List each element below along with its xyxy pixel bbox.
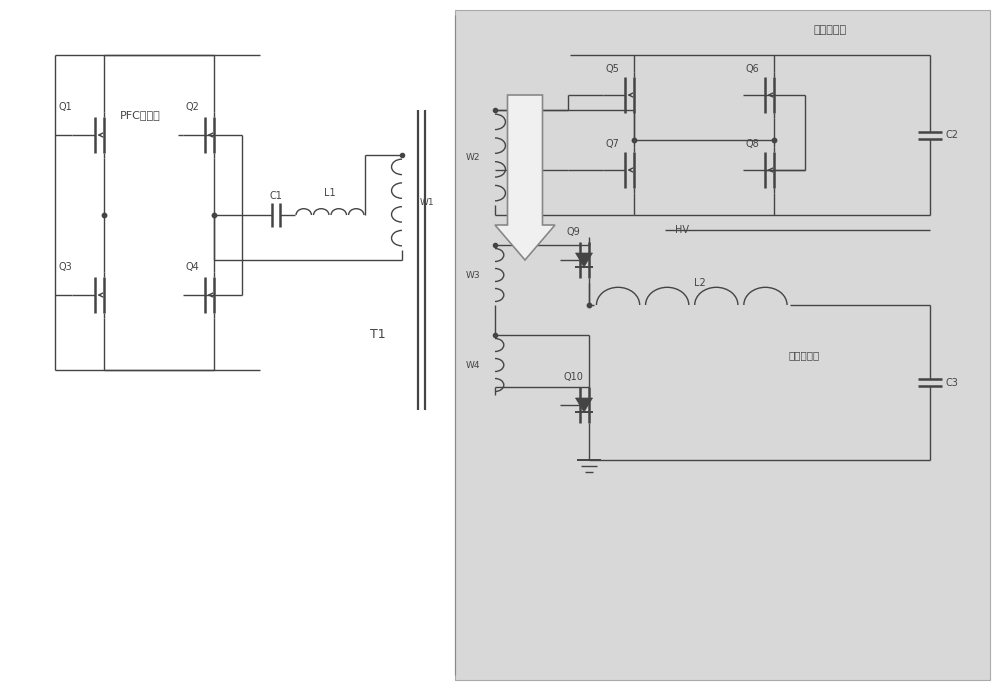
Text: Q10: Q10	[563, 372, 583, 382]
Text: W1: W1	[420, 198, 435, 207]
Bar	[455, 10, 990, 680]
Text: W2: W2	[466, 153, 480, 162]
Text: T1: T1	[370, 328, 386, 342]
Text: C1: C1	[270, 191, 282, 201]
Text: C2: C2	[946, 130, 958, 140]
Text: Q1: Q1	[58, 102, 72, 112]
Text: Q7: Q7	[605, 139, 619, 149]
Text: W3: W3	[465, 270, 480, 279]
Text: L1: L1	[324, 188, 336, 198]
Text: 高压电池侧: 高压电池侧	[813, 25, 847, 35]
Text: PFC高压侧: PFC高压侧	[120, 110, 160, 120]
Polygon shape	[576, 253, 592, 267]
Text: HV-: HV-	[675, 225, 692, 235]
Text: Q4: Q4	[185, 262, 199, 272]
Polygon shape	[576, 398, 592, 412]
Text: C3: C3	[946, 377, 958, 388]
Text: Q8: Q8	[745, 139, 759, 149]
Text: Q3: Q3	[58, 262, 72, 272]
Text: 低压电池侧: 低压电池侧	[789, 350, 820, 360]
FancyArrow shape	[495, 95, 555, 260]
Text: W4: W4	[466, 360, 480, 370]
Text: Q9: Q9	[566, 227, 580, 237]
Text: Q2: Q2	[185, 102, 199, 112]
Text: L2: L2	[694, 278, 706, 288]
Text: Q6: Q6	[745, 64, 759, 74]
Text: Q5: Q5	[605, 64, 619, 74]
